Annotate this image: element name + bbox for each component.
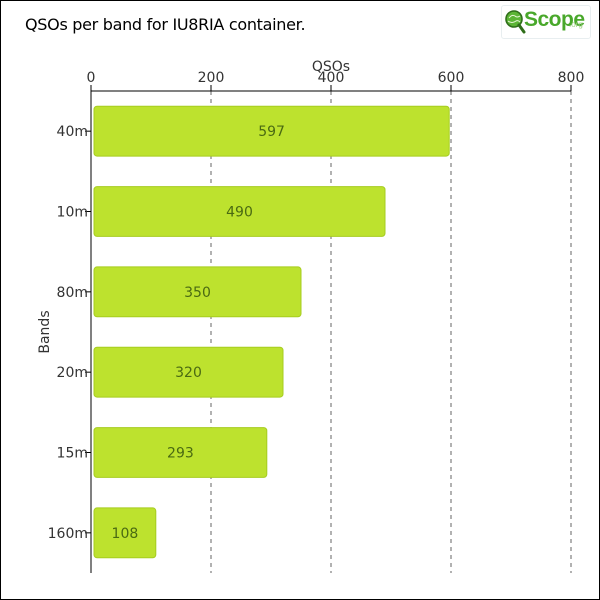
y-tick-label: 40m bbox=[57, 124, 88, 140]
x-tick-label: 0 bbox=[87, 70, 96, 86]
logo-brand-text: Scope bbox=[524, 8, 585, 31]
bar-value-label: 350 bbox=[184, 285, 211, 301]
y-tick-label: 10m bbox=[57, 205, 88, 221]
bar-10m bbox=[93, 186, 386, 237]
y-axis-label: Bands bbox=[37, 310, 53, 353]
bar-value-label: 320 bbox=[175, 365, 202, 381]
bar-value-label: 108 bbox=[112, 526, 139, 542]
bar-value-label: 597 bbox=[258, 124, 285, 140]
qscope-logo[interactable]: Scope .org bbox=[501, 5, 591, 39]
bar-20m bbox=[93, 346, 284, 398]
y-tick-label: 80m bbox=[57, 285, 88, 301]
bar-80m bbox=[93, 266, 302, 318]
bar-160m bbox=[93, 507, 157, 559]
y-tick-label: 160m bbox=[48, 526, 88, 542]
bar-value-label: 293 bbox=[167, 446, 194, 462]
x-tick-label: 200 bbox=[198, 70, 225, 86]
y-tick-label: 20m bbox=[57, 365, 88, 381]
x-tick-label: 600 bbox=[438, 70, 465, 86]
x-tick-label: 800 bbox=[558, 70, 585, 86]
qscope-magnifier-globe-icon bbox=[504, 9, 526, 39]
y-tick-label: 15m bbox=[57, 446, 88, 462]
x-axis-label: QSOs bbox=[312, 59, 350, 75]
logo-suffix-text: .org bbox=[569, 20, 583, 29]
bar-15m bbox=[93, 427, 268, 478]
bar-value-label: 490 bbox=[226, 205, 253, 221]
x-tick-label: 400 bbox=[318, 70, 345, 86]
chart-title: QSOs per band for IU8RIA container. bbox=[25, 15, 306, 34]
bar-40m bbox=[93, 105, 450, 157]
